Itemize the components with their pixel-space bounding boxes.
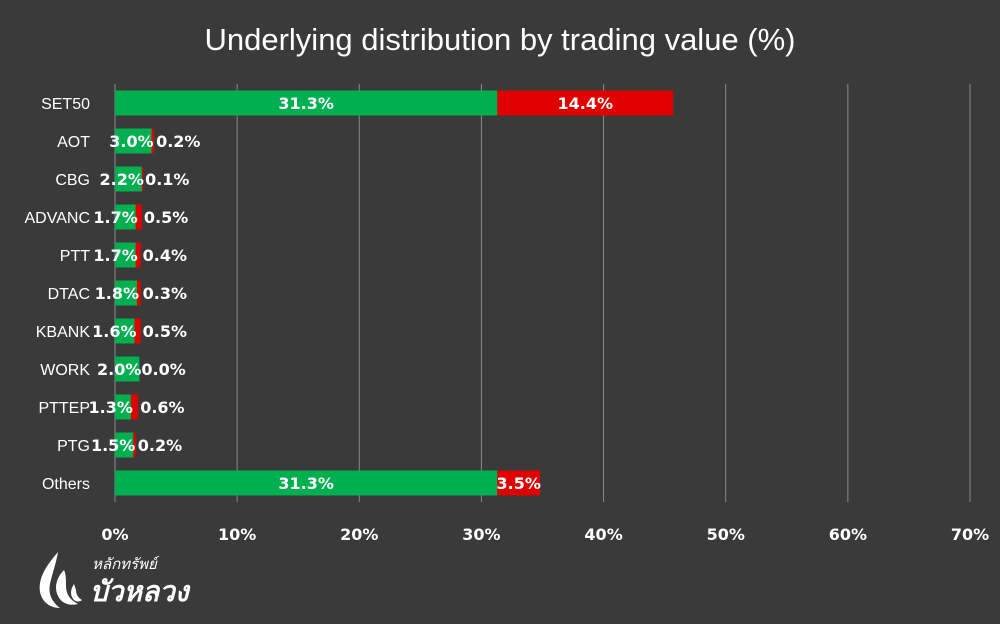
bar-segment-red (136, 280, 141, 306)
bar-segment-green (115, 470, 498, 496)
bar-segment-red (134, 318, 141, 344)
bar-segment-red (497, 90, 674, 116)
data-label-red: 0.5% (144, 208, 188, 227)
data-label-red: 0.5% (143, 322, 187, 341)
bar-segment-green (115, 90, 498, 116)
bar-segment-green (115, 204, 136, 230)
data-label-green: 31.3% (278, 474, 334, 493)
bar-segment-red (141, 166, 144, 192)
category-label: CBG (55, 172, 90, 189)
x-tick-label: 40% (584, 525, 622, 544)
data-label-red: 3.5% (496, 474, 540, 493)
data-label-green: 1.3% (89, 398, 133, 417)
data-label-red: 0.4% (143, 246, 187, 265)
bar-segment-red (497, 470, 541, 496)
bar-segment-red (135, 242, 141, 268)
category-label: PTTEP (38, 400, 90, 417)
data-label-red: 0.2% (138, 436, 182, 455)
category-label: WORK (40, 362, 90, 379)
data-label-red: 0.1% (145, 170, 189, 189)
bar-segment-green (115, 166, 142, 192)
category-label: ADVANC (25, 210, 91, 227)
bar-segment-green (115, 356, 140, 382)
data-label-green: 2.0% (97, 360, 141, 379)
data-label-green: 1.6% (92, 322, 136, 341)
data-label-green: 31.3% (278, 94, 334, 113)
bar-segment-green (115, 242, 136, 268)
bar-segment-red (130, 394, 139, 420)
data-label-green: 2.2% (99, 170, 143, 189)
bar-segment-red (133, 432, 136, 458)
category-label: SET50 (41, 96, 90, 113)
data-label-green: 1.8% (95, 284, 139, 303)
x-tick-label: 60% (829, 525, 867, 544)
category-label: KBANK (36, 324, 91, 341)
category-label: Others (42, 476, 90, 493)
category-label: DTAC (48, 286, 90, 303)
data-label-red: 0.3% (143, 284, 187, 303)
data-label-red: 0.0% (141, 360, 185, 379)
data-label-green: 1.5% (91, 436, 135, 455)
data-label-red: 0.6% (140, 398, 184, 417)
data-label-red: 14.4% (557, 94, 613, 113)
chart-title: Underlying distribution by trading value… (204, 22, 796, 57)
category-label: PTT (60, 248, 90, 265)
category-label: PTG (57, 438, 90, 455)
data-label-green: 1.7% (93, 246, 137, 265)
data-label-red: 0.2% (156, 132, 200, 151)
bar-segment-green (115, 318, 135, 344)
bar-segment-green (115, 394, 131, 420)
bar-segment-green (115, 280, 137, 306)
bar-segment-green (115, 128, 152, 154)
x-tick-label: 10% (218, 525, 256, 544)
category-label: AOT (57, 134, 90, 151)
bar-segment-green (115, 432, 134, 458)
x-tick-label: 20% (340, 525, 378, 544)
x-tick-label: 70% (951, 525, 989, 544)
data-label-green: 3.0% (109, 132, 153, 151)
x-tick-label: 0% (101, 525, 128, 544)
x-tick-label: 30% (462, 525, 500, 544)
x-tick-label: 50% (707, 525, 745, 544)
bar-segment-red (151, 128, 155, 154)
lotus-logo-icon (39, 552, 82, 608)
logo-text-small: หลักทรัพย์ (92, 555, 157, 573)
logo-text-big: บัวหลวง (90, 575, 189, 608)
data-label-green: 1.7% (93, 208, 137, 227)
bar-segment-red (135, 204, 142, 230)
